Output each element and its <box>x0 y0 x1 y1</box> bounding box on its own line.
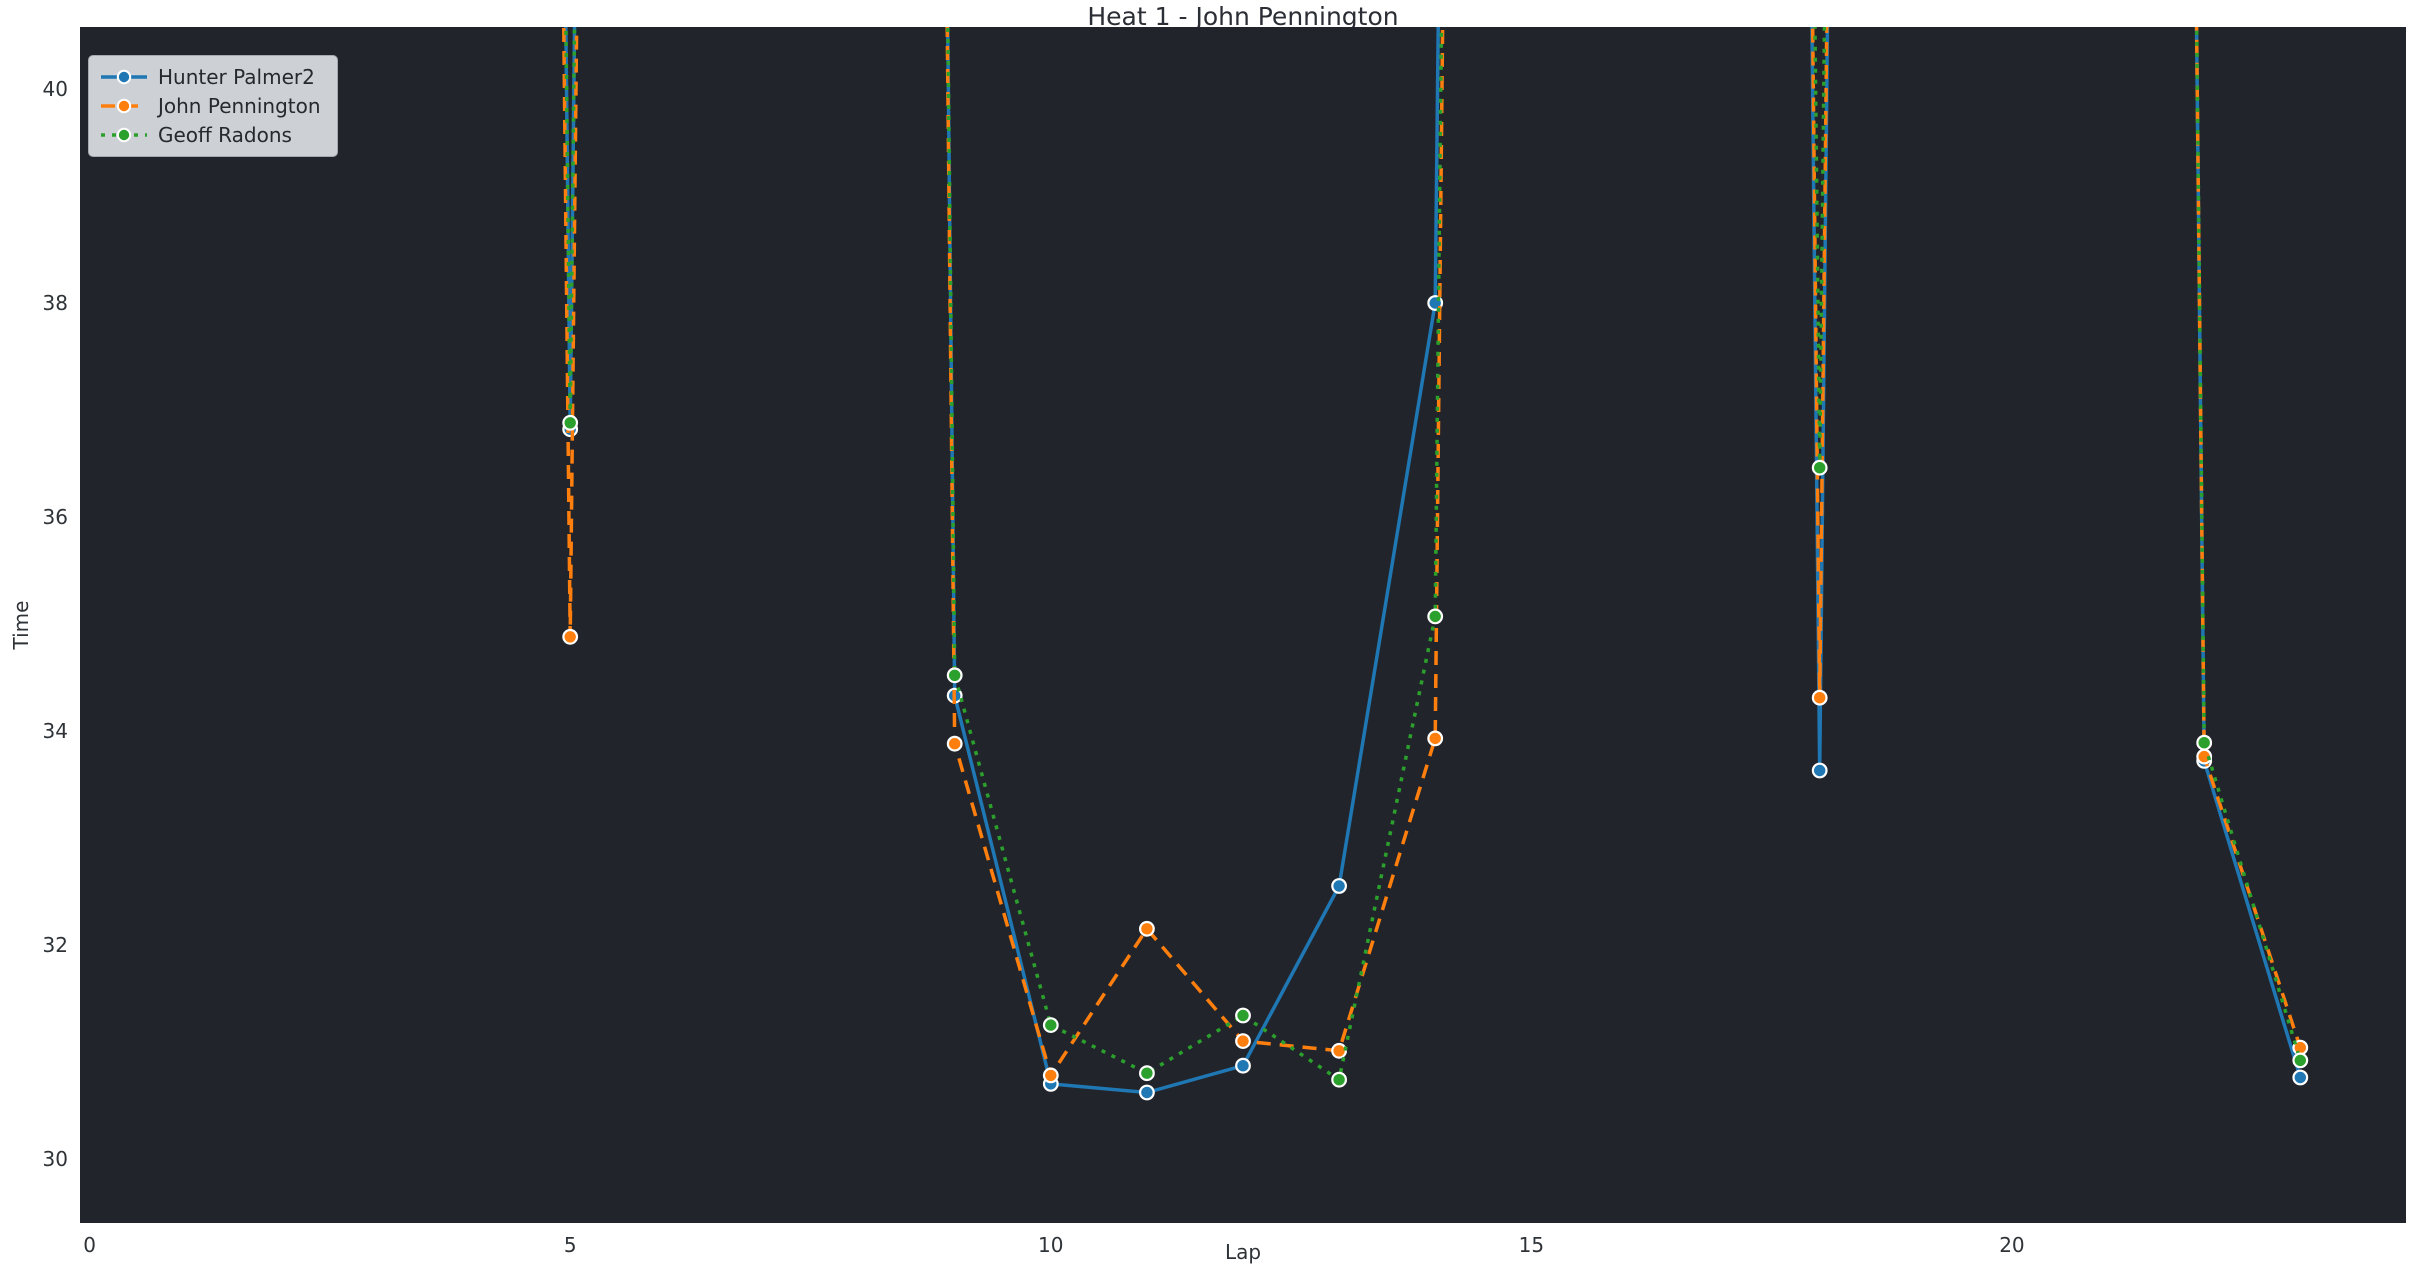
y-tick-label: 36 <box>42 504 68 529</box>
legend-label: Geoff Radons <box>158 123 292 147</box>
x-tick-label: 5 <box>563 1233 577 1257</box>
data-point <box>1427 730 1444 747</box>
plot-background <box>80 27 2406 1223</box>
legend-item-1: John Pennington <box>100 94 321 118</box>
data-point <box>2196 734 2213 751</box>
x-axis-label: Lap <box>1224 1240 1262 1264</box>
y-tick-label: 32 <box>42 932 68 957</box>
data-point <box>946 735 963 752</box>
data-point <box>1138 1084 1155 1101</box>
series-layer <box>562 27 2309 1101</box>
data-point <box>1331 878 1347 894</box>
legend-label: Hunter Palmer2 <box>158 65 315 89</box>
legend-swatch-icon <box>101 127 147 143</box>
y-tick-label: 34 <box>42 718 68 743</box>
y-tick-label: 30 <box>42 1146 68 1171</box>
legend-item-0: Hunter Palmer2 <box>100 65 321 89</box>
data-point <box>1811 459 1828 476</box>
chart-title: Heat 1 - John Pennington <box>1087 2 1399 31</box>
x-tick-label: 15 <box>1518 1233 1545 1257</box>
legend-item-2: Geoff Radons <box>100 123 321 147</box>
legend-label: John Pennington <box>158 94 321 118</box>
legend-swatch-icon <box>101 98 147 114</box>
legend-swatch-icon <box>101 69 147 85</box>
y-tick-label: 40 <box>42 77 68 102</box>
data-point <box>1235 1007 1251 1024</box>
data-point <box>1427 608 1444 625</box>
data-point <box>1235 1057 1251 1074</box>
data-point <box>1138 920 1155 937</box>
x-tick-label: 20 <box>1999 1233 2025 1257</box>
data-point <box>562 628 579 645</box>
x-tick-label: 0 <box>83 1233 96 1257</box>
data-point <box>1331 1071 1347 1088</box>
y-tick-label: 38 <box>42 291 68 315</box>
data-point <box>946 667 963 684</box>
data-point <box>1042 1067 1059 1084</box>
legend: Hunter Palmer2 John Pennington Geoff Radon… <box>88 55 338 157</box>
data-point <box>1235 1033 1251 1049</box>
data-point <box>1042 1017 1059 1033</box>
data-point <box>1811 762 1828 779</box>
data-point <box>2292 1052 2309 1069</box>
data-point <box>562 414 579 431</box>
y-axis-label: Time <box>9 600 33 650</box>
data-point <box>2292 1069 2309 1086</box>
x-tick-label: 10 <box>1038 1233 1064 1257</box>
data-point <box>1331 1042 1347 1059</box>
data-point <box>1138 1065 1155 1082</box>
data-point <box>1811 689 1828 706</box>
